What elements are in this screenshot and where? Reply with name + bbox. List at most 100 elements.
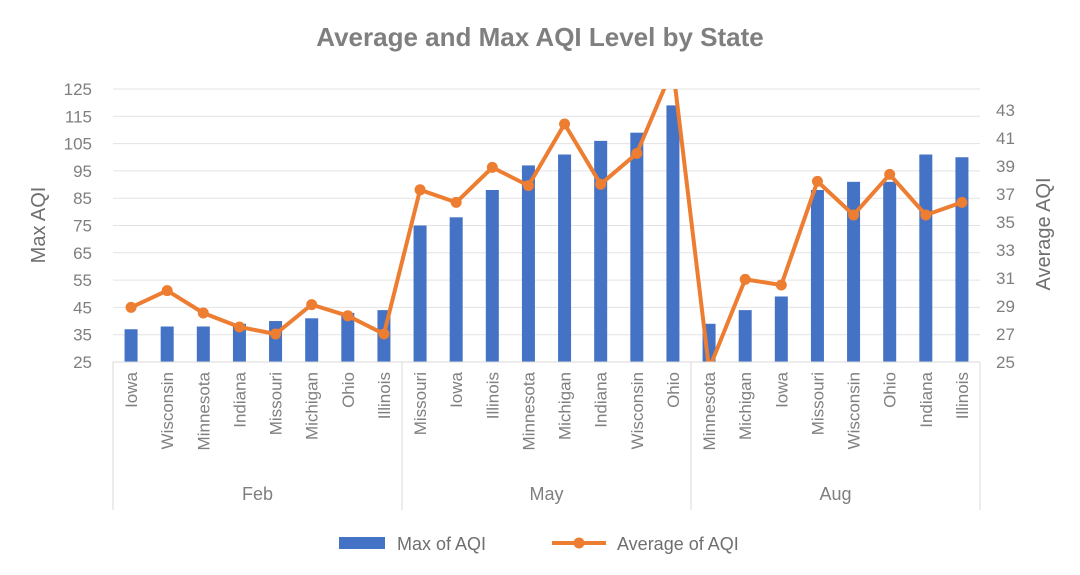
right-axis-title: Average AQI xyxy=(1033,177,1055,290)
bar-max-aqi xyxy=(594,140,608,362)
left-tick-label: 65 xyxy=(73,244,92,263)
point-average-aqi xyxy=(233,321,245,333)
legend-swatch-max-aqi xyxy=(339,537,385,549)
point-average-aqi xyxy=(667,63,678,74)
left-tick-label: 125 xyxy=(64,80,92,99)
bar-max-aqi xyxy=(485,190,499,362)
point-average-aqi xyxy=(197,307,209,319)
right-tick-label: 43 xyxy=(996,101,1015,120)
legend: Max of AQI Average of AQI xyxy=(339,534,739,554)
bar-max-aqi xyxy=(630,132,644,362)
left-tick-label: 35 xyxy=(73,326,92,345)
category-label: Missouri xyxy=(267,372,286,435)
left-tick-label: 55 xyxy=(73,271,92,290)
bar-max-aqi xyxy=(810,190,824,362)
gridlines xyxy=(113,88,980,336)
right-tick-label: 37 xyxy=(996,185,1015,204)
line-average-aqi xyxy=(130,89,963,362)
category-label: Iowa xyxy=(772,371,791,407)
right-tick-label: 39 xyxy=(996,157,1015,176)
point-average-aqi xyxy=(270,328,282,340)
left-tick-label: 45 xyxy=(73,298,92,317)
right-tick-label: 25 xyxy=(996,353,1015,372)
point-average-aqi xyxy=(161,285,173,297)
category-label: Michigan xyxy=(303,372,322,440)
category-label: Wisconsin xyxy=(158,372,177,449)
right-tick-label: 31 xyxy=(996,269,1015,288)
group-label: Feb xyxy=(242,484,273,504)
group-label: May xyxy=(529,484,563,504)
left-tick-label: 105 xyxy=(64,135,92,154)
bar-max-aqi xyxy=(232,323,246,362)
chart-title: Average and Max AQI Level by State xyxy=(316,22,763,52)
point-average-aqi xyxy=(125,301,137,313)
category-label: Missouri xyxy=(411,372,430,435)
bar-max-aqi xyxy=(269,321,283,362)
point-average-aqi xyxy=(450,196,462,208)
bar-max-aqi xyxy=(847,181,861,362)
bar-max-aqi xyxy=(919,154,933,362)
bar-max-aqi xyxy=(124,329,138,362)
point-average-aqi xyxy=(378,328,390,340)
point-average-aqi xyxy=(342,310,354,322)
right-tick-label: 29 xyxy=(996,297,1015,316)
point-average-aqi xyxy=(595,178,607,190)
left-tick-label: 95 xyxy=(73,162,92,181)
point-average-aqi xyxy=(956,196,968,208)
category-label: Michigan xyxy=(556,372,575,440)
category-label: Ohio xyxy=(339,372,358,408)
group-label: Aug xyxy=(819,484,851,504)
category-label: Illinois xyxy=(953,372,972,419)
bar-max-aqi xyxy=(413,225,427,362)
right-tick-label: 27 xyxy=(996,325,1015,344)
category-label: Indiana xyxy=(592,371,611,427)
category-label: Ohio xyxy=(881,372,900,408)
category-label: Michigan xyxy=(736,372,755,440)
left-tick-label: 85 xyxy=(73,189,92,208)
point-average-aqi xyxy=(306,299,318,311)
category-label: Missouri xyxy=(808,372,827,435)
point-average-aqi xyxy=(775,279,787,291)
bar-max-aqi xyxy=(341,312,355,362)
point-average-aqi xyxy=(811,175,823,187)
legend-swatch-avg-aqi-marker xyxy=(573,537,585,549)
point-average-aqi xyxy=(920,209,932,221)
bar-max-aqi xyxy=(305,318,319,362)
point-average-aqi xyxy=(414,184,426,196)
point-average-aqi xyxy=(631,147,643,159)
point-average-aqi xyxy=(559,118,571,130)
category-label: Illinois xyxy=(483,372,502,419)
right-tick-label: 33 xyxy=(996,241,1015,260)
right-axis: 25 27 29 31 33 35 37 39 41 43 xyxy=(996,101,1015,372)
point-average-aqi xyxy=(522,180,534,192)
bar-max-aqi xyxy=(955,157,969,362)
bar-max-aqi xyxy=(666,105,680,362)
right-tick-label: 41 xyxy=(996,129,1015,148)
line-series xyxy=(125,63,968,362)
category-label: Minnesota xyxy=(700,371,719,450)
category-label: Illinois xyxy=(375,372,394,419)
right-tick-label: 35 xyxy=(996,213,1015,232)
legend-label-avg-aqi: Average of AQI xyxy=(617,534,739,554)
bar-max-aqi xyxy=(449,217,463,362)
bar-max-aqi xyxy=(558,154,572,362)
bar-max-aqi xyxy=(774,296,788,362)
x-axis: Iowa Wisconsin Minnesota Indiana Missouri Mic… xyxy=(112,361,981,510)
category-label: Iowa xyxy=(447,371,466,407)
point-average-aqi xyxy=(739,273,751,285)
category-label: Iowa xyxy=(122,371,141,407)
bar-max-aqi xyxy=(196,326,210,362)
category-label: Ohio xyxy=(664,372,683,408)
category-label: Minnesota xyxy=(519,371,538,450)
bar-max-aqi xyxy=(160,326,174,362)
category-label: Indiana xyxy=(230,371,249,427)
left-axis-title: Max AQI xyxy=(28,187,50,264)
category-label: Wisconsin xyxy=(845,372,864,449)
bar-max-aqi xyxy=(883,181,897,362)
category-label: Wisconsin xyxy=(628,372,647,449)
bar-max-aqi xyxy=(738,310,752,362)
point-average-aqi xyxy=(884,168,896,180)
left-axis: 25 35 45 55 65 75 85 95 105 115 125 xyxy=(64,80,92,372)
point-average-aqi xyxy=(848,209,860,221)
